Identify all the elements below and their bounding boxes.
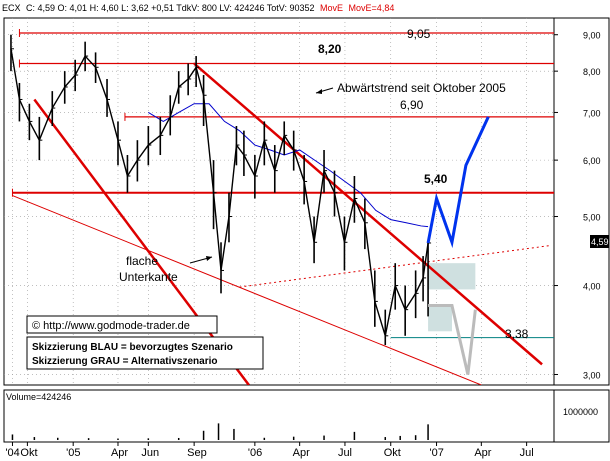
ma-line	[148, 103, 429, 228]
time-axis-ticks: '04 Okt '05 Apr Jun Sep '06 Apr Jul Okt '07 Apr Jul	[5, 442, 534, 459]
x-tick-label-5: Sep	[187, 447, 207, 459]
y-tick-label-6: 3,00	[583, 371, 601, 381]
scenario-gray-line	[428, 303, 477, 375]
trendline-dotted_support	[239, 245, 550, 288]
scenario-blue-line	[426, 116, 490, 249]
y-tick-label-0: 9,00	[583, 31, 601, 41]
x-tick-label-9: Okt	[384, 447, 401, 459]
y-tick-label-1: 8,00	[583, 67, 601, 77]
trendline-downtrend	[193, 62, 543, 366]
x-tick-label-6: '06	[248, 447, 262, 459]
scenario-fill-lower	[428, 305, 452, 332]
scenario-sketches	[426, 116, 490, 375]
x-tick-label-8: Jul	[338, 447, 352, 459]
copyright-text: © http://www.godmode-trader.de	[32, 320, 190, 332]
volume-tick: 1000000	[563, 407, 598, 417]
volume-bars	[11, 423, 429, 440]
x-tick-label-3: Apr	[111, 447, 128, 459]
x-tick-label-2: '05	[66, 447, 80, 459]
current-price-tag	[590, 235, 609, 248]
flat-label-1: flache	[126, 254, 158, 268]
legend-gray-text: Skizzierung GRAU = Alternativszenario	[32, 356, 218, 367]
header-quote: ECX C: 4,59 O: 4,01 H: 4,60 L: 3,62 +0,5…	[2, 3, 394, 13]
y-tick-label-2: 7,00	[583, 108, 601, 118]
price-line	[10, 48, 429, 337]
y-tick-label-3: 6,00	[583, 156, 601, 166]
level-905-label: 9,05	[407, 27, 431, 41]
current-price-value: 4,59	[591, 237, 609, 247]
moving-average	[148, 103, 429, 228]
level-820-label: 8,20	[318, 42, 342, 56]
trendline-flat_bottom	[12, 195, 482, 385]
y-tick-label-5: 4,00	[583, 282, 601, 292]
price-bars	[10, 34, 432, 346]
y-tick-label-4: 5,00	[583, 213, 601, 223]
x-tick-label-1: Okt	[20, 447, 37, 459]
flat-label-2: Unterkante	[119, 270, 178, 284]
horizontal-levels	[11, 29, 554, 339]
volume-axis-frame	[553, 389, 610, 443]
copyright-box	[26, 315, 218, 334]
flat-arrowhead	[206, 256, 212, 261]
volume-plot-frame	[3, 389, 555, 443]
price-axis-ticks: 9,00 8,00 7,00 6,00 5,00 4,00 3,00	[554, 31, 601, 381]
volume-label: Volume=424246	[6, 392, 71, 402]
price-axis-frame	[553, 17, 610, 386]
level-540-label: 5,40	[424, 172, 448, 186]
x-tick-label-4: Jun	[141, 447, 159, 459]
legend-blue-text: Skizzierung BLAU = bevorzugtes Szenario	[32, 342, 233, 353]
x-tick-label-7: Apr	[293, 447, 310, 459]
x-tick-label-12: Jul	[520, 447, 534, 459]
downtrend-arrowhead	[316, 89, 322, 94]
level-338-label: 3,38	[505, 327, 529, 341]
x-tick-label-10: '07	[430, 447, 444, 459]
x-tick-label-11: Apr	[474, 447, 491, 459]
x-tick-label-0: '04	[5, 447, 19, 459]
level-690-label: 6,90	[400, 98, 424, 112]
downtrend-label: Abwärtstrend seit Oktober 2005	[337, 81, 506, 95]
legend-box	[26, 336, 264, 370]
